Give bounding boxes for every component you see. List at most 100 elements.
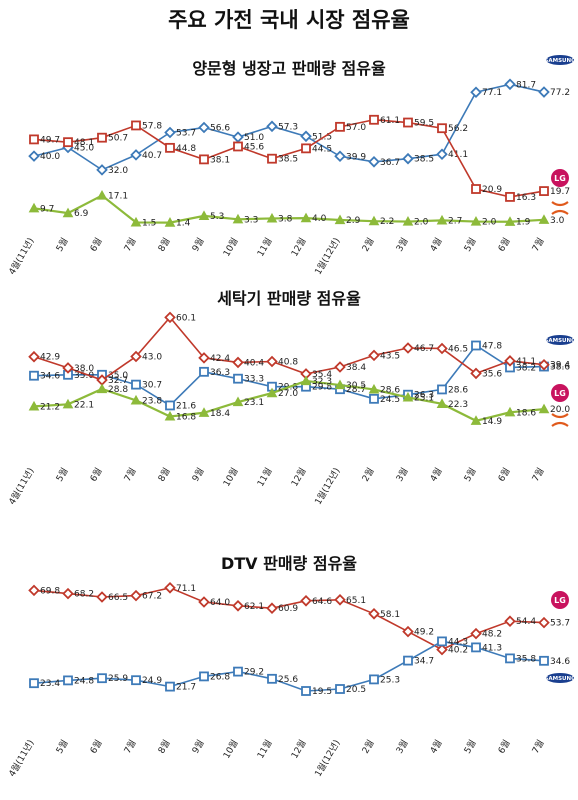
data-label: 27.0 <box>278 389 298 399</box>
data-label: 1.4 <box>176 219 191 229</box>
x-tick-label: 4월 <box>427 236 444 254</box>
data-point <box>165 681 175 692</box>
data-label: 57.8 <box>142 121 162 131</box>
data-point <box>131 120 141 131</box>
data-label: 40.8 <box>278 358 298 368</box>
data-label: 3.8 <box>278 214 293 224</box>
data-label: 35.0 <box>108 371 128 381</box>
data-label: 21.2 <box>40 402 60 412</box>
data-point <box>199 671 209 682</box>
data-point <box>402 152 414 165</box>
data-label: 38.1 <box>210 155 230 165</box>
data-point <box>233 373 243 384</box>
data-point <box>436 148 448 160</box>
chart-2: 세탁기 판매량 점유율 4월(11년) 5월 6월 7월 8월 9월 10월 11월 12월 1월(… <box>6 289 576 507</box>
data-point <box>300 212 312 223</box>
data-label: 35.6 <box>482 369 502 379</box>
data-point <box>334 361 346 373</box>
data-label: 44.8 <box>176 144 196 154</box>
data-point <box>538 616 550 629</box>
data-label: 2.0 <box>414 218 429 228</box>
x-tick-label: 10월 <box>220 236 240 259</box>
data-label: 68.2 <box>74 590 94 600</box>
data-point <box>505 653 515 664</box>
data-point <box>266 212 278 223</box>
data-label: 38.5 <box>278 155 298 165</box>
data-point <box>335 684 345 694</box>
data-label: 25.9 <box>108 674 128 684</box>
data-point <box>164 311 176 324</box>
x-tick-label: 7월 <box>121 236 138 254</box>
data-label: 81.7 <box>516 80 536 90</box>
data-point <box>368 383 380 394</box>
data-point <box>96 591 108 603</box>
data-point <box>131 675 141 686</box>
data-point <box>233 141 243 152</box>
data-point <box>266 355 278 368</box>
data-label: 46.7 <box>414 344 434 354</box>
data-point <box>504 615 516 627</box>
data-point <box>97 673 107 684</box>
x-tick-label: 7월 <box>529 738 546 756</box>
data-label: 39.4 <box>550 361 570 371</box>
data-point <box>437 636 447 647</box>
data-point <box>199 366 209 377</box>
data-label: 56.2 <box>448 124 468 134</box>
data-label: 77.2 <box>550 88 570 98</box>
data-point <box>198 210 210 220</box>
data-label: 61.1 <box>380 116 400 126</box>
data-point <box>28 150 40 162</box>
data-label: 57.3 <box>278 122 298 132</box>
series-lg: 69.8 68.2 66.5 67.2 71.1 64.0 62.1 60.9 64.6 65.1… <box>28 582 570 656</box>
samsung-logo <box>546 335 574 345</box>
data-label: 1.5 <box>142 218 156 228</box>
other-brand-logo <box>551 413 569 427</box>
data-label: 51.0 <box>244 133 264 143</box>
data-label: 35.0 <box>74 371 94 381</box>
data-label: 28.8 <box>108 385 128 395</box>
x-tick-label: 9월 <box>189 738 206 756</box>
x-tick-label: 7월 <box>121 738 138 756</box>
data-point <box>403 117 413 128</box>
data-label: 20.9 <box>482 185 502 195</box>
data-label: 36.3 <box>210 368 230 378</box>
data-point <box>470 367 482 380</box>
data-label: 54.4 <box>516 617 536 627</box>
series-samsung: 23.4 24.8 25.9 24.9 21.7 26.8 29.2 25.6 19.5 20.5… <box>29 636 570 697</box>
data-point <box>402 391 414 402</box>
data-label: 5.3 <box>210 212 224 222</box>
data-point <box>266 387 278 398</box>
data-label: 57.0 <box>346 123 366 133</box>
data-label: 42.9 <box>40 353 60 363</box>
data-label: 38.6 <box>550 363 570 373</box>
series-other: 9.7 6.9 17.1 1.5 1.4 5.3 3.3 3.8 4.0 2.9 2.2 2.0 2.7… <box>28 190 565 229</box>
data-label: 60.1 <box>176 313 196 323</box>
series-line <box>33 194 545 224</box>
data-point <box>470 415 482 425</box>
data-label: 39.9 <box>346 152 366 162</box>
data-label: 2.2 <box>380 217 394 227</box>
data-label: 35.8 <box>516 654 536 664</box>
data-label: 48.2 <box>482 630 502 640</box>
data-point <box>165 400 175 411</box>
data-label: 71.1 <box>176 584 196 594</box>
data-point <box>63 137 73 148</box>
data-label: 64.6 <box>312 597 332 607</box>
data-point <box>198 407 210 417</box>
series-other: 21.2 22.1 28.8 23.8 16.8 18.4 23.1 27.0 32.3 30.5… <box>28 375 570 427</box>
x-tick-label: 3월 <box>393 738 410 756</box>
series-line <box>33 586 545 651</box>
x-tick-label: 7월 <box>529 466 546 484</box>
data-label: 32.3 <box>312 377 332 387</box>
x-tick-label: 3월 <box>393 236 410 254</box>
data-point <box>232 131 244 143</box>
data-point <box>368 156 380 168</box>
x-tick-label: 6월 <box>87 466 104 484</box>
data-point <box>436 398 448 408</box>
data-label: 44.5 <box>312 144 332 154</box>
data-label: 67.2 <box>142 592 162 602</box>
data-point <box>130 394 142 405</box>
data-point <box>130 589 142 602</box>
data-point <box>164 217 176 227</box>
